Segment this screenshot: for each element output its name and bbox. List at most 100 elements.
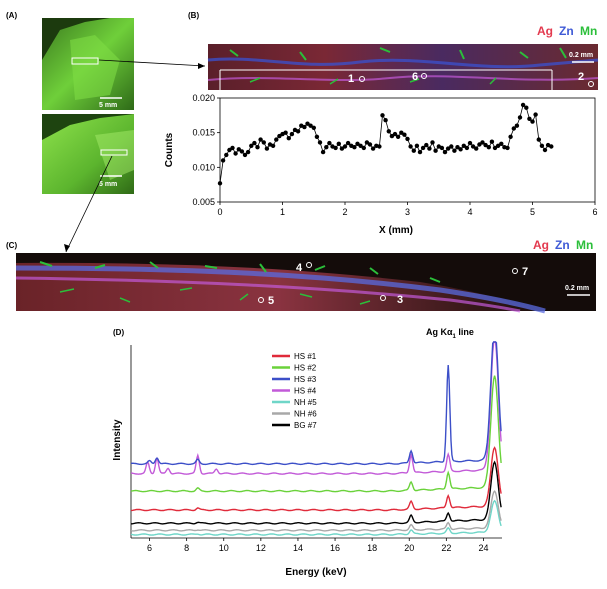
x-tick-label-b: 1: [280, 207, 285, 217]
data-point: [505, 145, 510, 151]
data-point: [449, 144, 454, 149]
data-point: [489, 139, 495, 144]
data-point: [452, 148, 457, 153]
x-tick-label-d: 22: [441, 543, 451, 553]
data-point: [508, 134, 513, 139]
data-point: [264, 146, 270, 151]
data-point: [542, 147, 548, 153]
data-point: [233, 151, 238, 156]
spectrum-nh-6: [130, 490, 502, 532]
data-point: [236, 147, 241, 152]
spectra-chart: 6 8 10 12 14 16 18 20 22 24 HS #1 HS #2 HS #3 HS #4 N…: [112, 327, 502, 578]
data-point: [370, 146, 376, 151]
data-point: [217, 181, 223, 186]
point-2: 2: [578, 71, 584, 83]
data-point: [511, 126, 516, 131]
data-point: [480, 140, 485, 145]
map-b: [207, 44, 599, 90]
data-point: [245, 149, 251, 155]
data-point: [261, 140, 266, 145]
panel-label-a: (A): [6, 11, 17, 20]
data-point: [314, 134, 320, 139]
data-point: [327, 140, 332, 146]
point-7: 7: [522, 266, 528, 278]
y-tick-label-b: 0.020: [192, 93, 215, 103]
data-point: [242, 152, 248, 158]
map-c: [15, 253, 596, 314]
data-point: [342, 144, 348, 149]
spectra-series: [130, 341, 502, 536]
point-1: 1: [348, 73, 354, 85]
y-axis-title-d: Intensity: [112, 419, 123, 461]
data-point: [395, 134, 401, 139]
spectrum-nh-5: [130, 499, 502, 536]
x-tick-label-d: 10: [219, 543, 229, 553]
data-point: [464, 145, 470, 151]
photo-scale-label-top: 5 mm: [99, 102, 117, 109]
spectra-legend: HS #1 HS #2 HS #3 HS #4 NH #5 NH #6 BG #7: [272, 352, 317, 430]
spectrum-bg-7: [130, 460, 502, 525]
spectrum-hs-1: [130, 446, 502, 512]
data-point: [392, 131, 398, 137]
line-scan-series: [217, 102, 554, 186]
x-axis-title-b: X (mm): [379, 225, 413, 236]
data-point: [539, 143, 545, 148]
data-point: [295, 129, 301, 134]
legend-zn: Zn: [559, 24, 574, 38]
data-point: [495, 143, 501, 148]
data-point: [364, 140, 370, 145]
data-point: [308, 123, 313, 128]
legend-ag-c: Ag: [533, 238, 549, 252]
legend-label: BG #7: [294, 421, 317, 430]
x-tick-label-d: 12: [256, 543, 266, 553]
legend-mn-c: Mn: [576, 238, 593, 252]
data-point: [252, 140, 257, 146]
data-point: [336, 141, 341, 146]
x-tick-label-b: 5: [530, 207, 535, 217]
data-point: [536, 137, 541, 142]
x-tick-label-d: 16: [330, 543, 340, 553]
data-point: [302, 124, 307, 130]
ag-ka-text: Ag Kα: [426, 327, 453, 337]
data-point: [499, 141, 504, 146]
x-tick-label-d: 6: [147, 543, 152, 553]
data-point: [311, 125, 316, 130]
spectrum-hs-2: [130, 375, 502, 493]
data-point: [380, 113, 385, 118]
data-point: [420, 145, 426, 151]
data-point: [405, 136, 410, 142]
data-point: [224, 152, 229, 158]
y-tick-label-b: 0.005: [192, 197, 215, 207]
y-tick-label-b: 0.015: [192, 128, 215, 138]
data-point: [474, 146, 479, 151]
data-point: [345, 140, 351, 146]
x-tick-label-d: 24: [478, 543, 488, 553]
legend-zn-c: Zn: [555, 238, 570, 252]
x-tick-label-d: 18: [367, 543, 377, 553]
data-point: [352, 145, 357, 150]
data-point: [442, 149, 448, 155]
data-point: [258, 137, 263, 142]
x-tick-label-b: 3: [405, 207, 410, 217]
data-point: [533, 112, 538, 117]
data-point: [320, 149, 326, 155]
legend-label: NH #6: [294, 410, 317, 419]
spectrum-hs-4: [131, 341, 502, 475]
data-point: [433, 148, 438, 153]
legend-label: HS #1: [294, 352, 317, 361]
ag-ka-subscript: 1: [453, 334, 457, 340]
data-point: [367, 142, 373, 147]
arrow-a-to-b: [98, 59, 206, 69]
data-point: [439, 145, 445, 151]
map-b-scale-label: 0.2 mm: [569, 52, 593, 59]
point-5: 5: [268, 295, 274, 307]
data-point: [520, 102, 526, 108]
data-point: [514, 123, 520, 128]
data-point: [414, 143, 420, 148]
spectrum-hs-3: [130, 341, 502, 466]
axis-ticks-d: 6 8 10 12 14 16 18 20 22 24: [147, 538, 488, 553]
data-point: [524, 105, 529, 110]
data-point: [527, 116, 532, 122]
data-point: [386, 129, 391, 134]
